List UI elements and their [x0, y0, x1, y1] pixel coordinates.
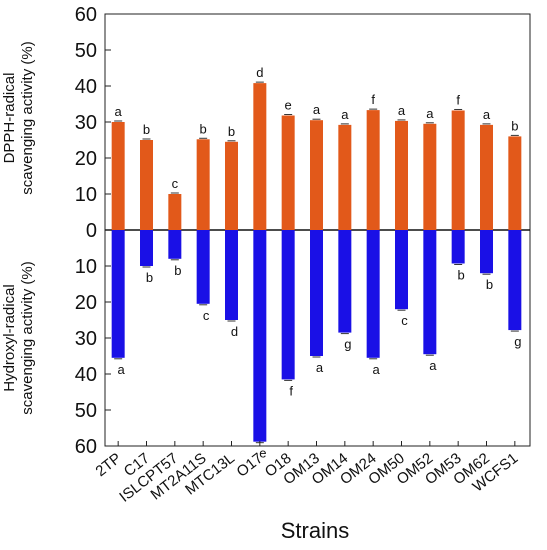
y-tick-label: 60 [75, 4, 97, 26]
hydroxyl-bar [196, 230, 210, 304]
hydroxyl-letter: b [174, 263, 181, 278]
y-tick-label: 40 [75, 364, 97, 386]
y-tick-label: 60 [75, 436, 97, 458]
dpph-letter: b [200, 121, 207, 136]
y-axis-title-hydroxyl: Hydroxyl-radicalscavenging activity (%) [1, 261, 36, 414]
dpph-letter: a [341, 107, 349, 122]
hydroxyl-bar [395, 230, 408, 310]
hydroxyl-letter: a [373, 362, 381, 377]
dpph-letter: f [456, 92, 460, 107]
dpph-bars [111, 81, 522, 231]
dpph-letter: b [511, 118, 518, 133]
y-tick-label: 50 [75, 40, 97, 62]
dpph-letter: b [228, 124, 235, 139]
y-tick-label: 30 [75, 112, 97, 134]
dpph-bar [366, 110, 380, 230]
y-tick-label: 0 [86, 220, 97, 242]
dpph-bar [111, 122, 125, 230]
dpph-bar [508, 136, 522, 230]
dpph-bar [338, 124, 352, 230]
dpph-letter: a [313, 102, 321, 117]
hydroxyl-bar [253, 230, 267, 442]
y-tick-label: 30 [75, 328, 97, 350]
dpph-letter: a [398, 103, 406, 118]
hydroxyl-letter: f [289, 383, 293, 398]
y-tick-label: 40 [75, 76, 97, 98]
hydroxyl-letter: b [458, 267, 465, 282]
dpph-letter: d [256, 65, 263, 80]
dpph-letter: e [285, 98, 292, 113]
dpph-bar [253, 83, 267, 231]
hydroxyl-letter: b [486, 277, 493, 292]
dpph-bar [423, 123, 437, 230]
significance-letters: a a b b c b b c b d d e e f a a a g f a a c a a f b a b b g [115, 65, 522, 461]
y-tick-label: 20 [75, 148, 97, 170]
y-tick-label: 50 [75, 400, 97, 422]
dpph-bar [140, 140, 153, 230]
dpph-letter: a [483, 107, 491, 122]
hydroxyl-bar [508, 230, 522, 331]
hydroxyl-letter: g [344, 337, 351, 352]
hydroxyl-bar [225, 230, 238, 320]
dpph-letter: c [172, 176, 179, 191]
hydroxyl-letter: d [231, 324, 238, 339]
hydroxyl-bar [111, 230, 125, 358]
dpph-bar [451, 110, 465, 230]
hydroxyl-letter: a [316, 360, 324, 375]
x-axis-title: Strains [281, 518, 349, 543]
hydroxyl-bar [168, 230, 182, 259]
y-axis-title-dpph: DPPH-radicalscavenging activity (%) [1, 41, 36, 194]
dpph-bar [310, 120, 323, 230]
dpph-bar [281, 115, 295, 230]
hydroxyl-bar [451, 230, 465, 264]
dpph-bar [480, 124, 493, 230]
hydroxyl-letter: g [514, 334, 521, 349]
hydroxyl-bars [111, 230, 522, 444]
dpph-letter: a [115, 104, 123, 119]
hydroxyl-letter: a [429, 358, 437, 373]
hydroxyl-bar [338, 230, 352, 333]
dpph-letter: f [371, 92, 375, 107]
y-tick-label: 10 [75, 256, 97, 278]
hydroxyl-letter: e [259, 446, 266, 461]
dpph-bar [395, 120, 408, 230]
hydroxyl-bar [140, 230, 153, 266]
hydroxyl-bar [480, 230, 493, 274]
y-tick-label: 10 [75, 184, 97, 206]
x-tick-label: 2TP [92, 450, 124, 480]
dpph-letter: b [143, 122, 150, 137]
dpph-bar [196, 139, 210, 230]
dpph-bar [225, 141, 238, 230]
hydroxyl-bar [310, 230, 323, 356]
y-axis-ticks: 0 10 20 30 40 50 60 10 20 30 40 50 60 [75, 4, 111, 458]
hydroxyl-bar [366, 230, 380, 358]
hydroxyl-bar [423, 230, 437, 355]
hydroxyl-letter: c [401, 313, 408, 328]
hydroxyl-letter: b [146, 270, 153, 285]
dpph-letter: a [426, 106, 434, 121]
x-axis-labels: 2TPC17ISLCPT57MT2A11SMTC13LO17O18OM13OM1… [92, 441, 521, 506]
axis-titles: DPPH-radicalscavenging activity (%) Hydro… [1, 41, 349, 543]
y-tick-label: 20 [75, 292, 97, 314]
hydroxyl-letter: c [203, 308, 210, 323]
dpph-bar [168, 194, 182, 230]
hydroxyl-bar [281, 230, 295, 380]
hydroxyl-letter: a [118, 362, 126, 377]
